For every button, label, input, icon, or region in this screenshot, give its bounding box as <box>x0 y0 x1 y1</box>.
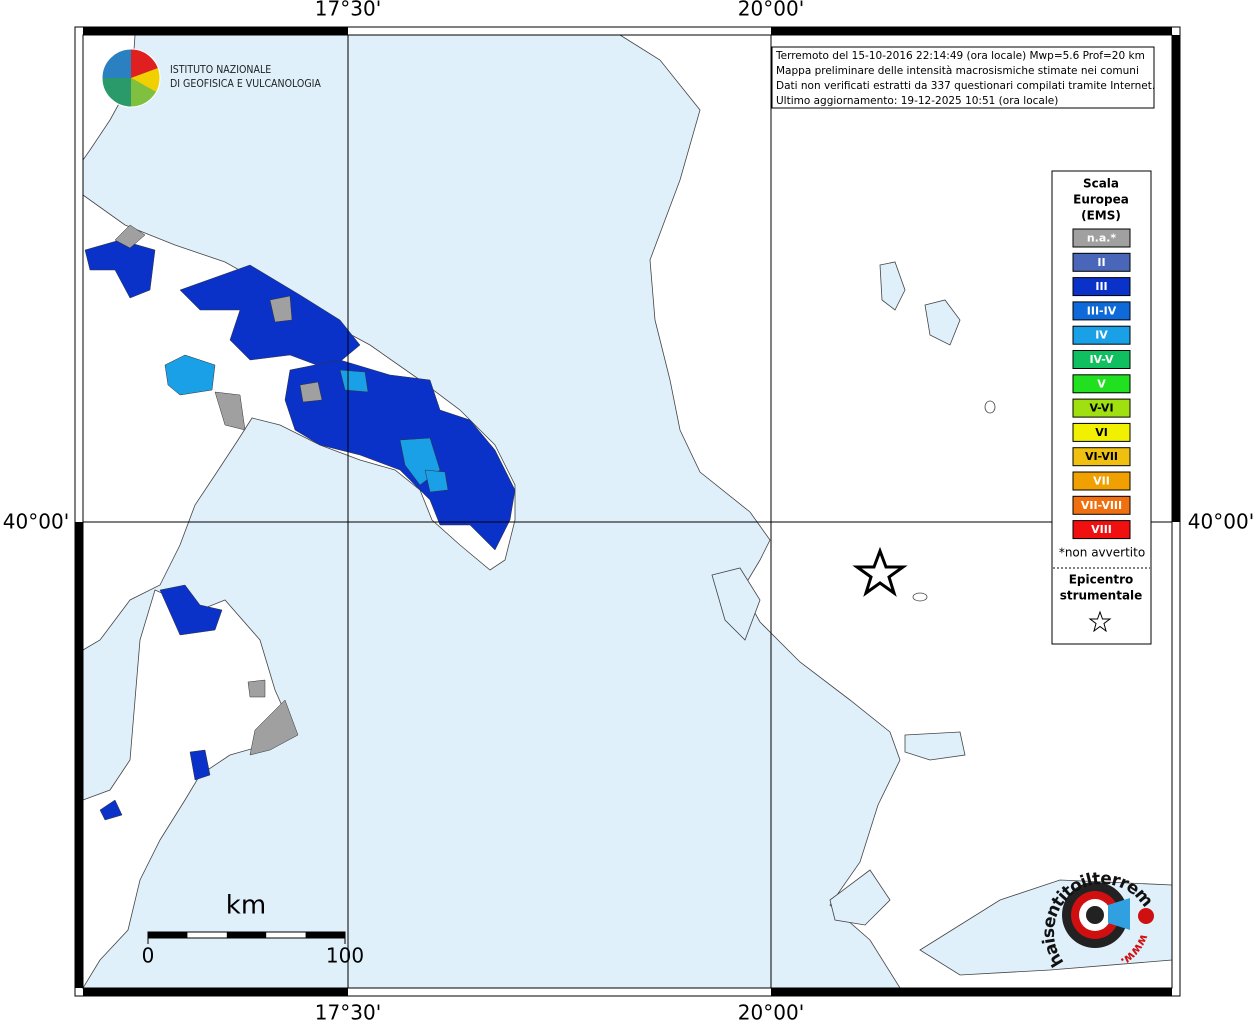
lon-label: 20°00' <box>738 1001 804 1024</box>
scale-unit: km <box>226 891 266 921</box>
legend-label: VI <box>1095 426 1108 439</box>
info-box <box>771 46 1155 109</box>
institute-name: DI GEOFISICA E VULCANOLOGIA <box>170 78 321 90</box>
legend-label: V <box>1097 377 1106 390</box>
info-lines: Terremoto del 15-10-2016 22:14:49 (ora l… <box>775 50 1155 107</box>
legend-label: n.a.* <box>1087 232 1117 245</box>
scale-label: 0 <box>142 944 155 968</box>
lon-label: 17°30' <box>315 0 381 21</box>
legend-swatch <box>1072 471 1131 491</box>
ingv-logo: ISTITUTO NAZIONALE DI GEOFISICA E VULCAN… <box>101 48 321 108</box>
legend-title: Scala <box>1083 177 1119 191</box>
legend-swatch <box>1072 325 1131 345</box>
legend-epicenter: Epicentro <box>1069 573 1134 587</box>
legend-swatch <box>1072 252 1131 272</box>
legend-title: (EMS) <box>1081 209 1121 223</box>
legend-note: *non avvertito <box>1059 546 1145 560</box>
info-line: Ultimo aggiornamento: 19-12-2025 10:51 (… <box>776 95 1058 107</box>
legend-label: III <box>1095 280 1107 293</box>
lon-label: 20°00' <box>738 0 804 21</box>
legend-swatch <box>1072 495 1131 515</box>
lon-label: 17°30' <box>315 1001 381 1024</box>
info-line: Terremoto del 15-10-2016 22:14:49 (ora l… <box>775 50 1145 62</box>
legend-label: VII <box>1093 475 1110 488</box>
scale-label: 100 <box>326 944 364 968</box>
legend-label: V-VI <box>1089 402 1113 415</box>
legend-star <box>1088 610 1112 633</box>
lat-label: 40°00' <box>1188 510 1254 534</box>
info-line: Mappa preliminare delle intensità macros… <box>776 65 1139 77</box>
frame <box>74 26 1181 997</box>
intensity-areas <box>84 224 516 821</box>
legend-swatch <box>1072 277 1131 297</box>
legend-label: VII-VIII <box>1081 499 1122 512</box>
legend-swatch <box>1072 447 1131 467</box>
legend-label: VIII <box>1091 523 1112 536</box>
legend-label: IV-V <box>1089 353 1114 366</box>
legend-label: VI-VII <box>1085 450 1118 463</box>
legend-title: Europea <box>1073 193 1129 207</box>
legend-label: II <box>1097 256 1105 269</box>
legend-swatch <box>1072 374 1131 394</box>
legend-label: III-IV <box>1087 304 1117 317</box>
legend-swatch <box>1072 301 1131 321</box>
scale-bar: km 0 100 <box>142 891 364 968</box>
legend: ScalaEuropea(EMS)n.a.*IIIIIIII-IVIVIV-VV… <box>1053 177 1150 633</box>
legend-swatch <box>1072 350 1131 369</box>
legend-swatch <box>1072 398 1131 418</box>
legend-swatch <box>1072 228 1131 248</box>
lat-label: 40°00' <box>3 510 69 534</box>
graticule <box>83 35 1172 988</box>
legend-swatch <box>1072 422 1131 442</box>
epicenter-star <box>852 546 908 597</box>
institute-name: ISTITUTO NAZIONALE <box>170 64 271 76</box>
info-line: Dati non verificati estratti da 337 ques… <box>776 80 1155 92</box>
legend-label: IV <box>1095 329 1108 342</box>
legend-epicenter: strumentale <box>1060 589 1143 603</box>
legend-swatch <box>1072 520 1131 540</box>
